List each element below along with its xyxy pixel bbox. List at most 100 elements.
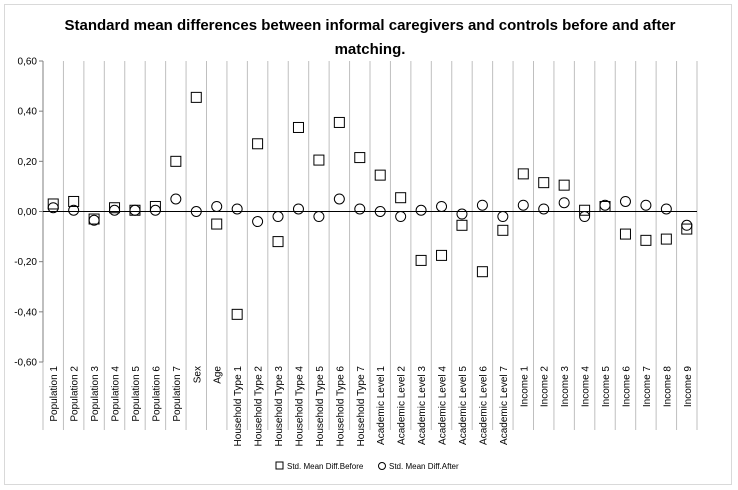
- point-before: [374, 169, 386, 181]
- point-after: [436, 200, 448, 212]
- x-tick-label: Population 1: [49, 366, 60, 422]
- chart-title: Standard mean differences between inform…: [64, 17, 676, 58]
- point-before: [619, 228, 631, 240]
- legend-marker-before: [275, 461, 284, 470]
- x-tick-label: Income 4: [581, 366, 592, 408]
- point-before: [272, 236, 284, 248]
- point-after: [374, 206, 386, 217]
- x-tick-label: Population 3: [90, 366, 101, 422]
- point-after: [640, 199, 652, 211]
- point-after: [231, 203, 243, 215]
- series-after: [47, 193, 693, 231]
- point-before: [476, 266, 488, 278]
- x-tick-label: Income 7: [642, 366, 653, 408]
- point-before: [395, 192, 407, 204]
- point-before: [415, 254, 427, 266]
- x-tick-label: Income 9: [683, 366, 694, 408]
- point-after: [313, 211, 325, 223]
- y-tick-label: -0,40: [14, 307, 37, 318]
- axes: [39, 60, 697, 363]
- x-tick-label: Population 4: [111, 366, 122, 422]
- legend-marker-after: [378, 462, 386, 470]
- y-tick-label: 0,00: [18, 207, 38, 218]
- x-tick-label: Income 2: [540, 366, 551, 408]
- point-after: [599, 199, 611, 211]
- point-before: [333, 116, 345, 128]
- point-before: [660, 233, 672, 245]
- point-after: [109, 204, 121, 216]
- x-tick-label: Household Type 1: [233, 366, 244, 447]
- x-tick-label: Household Type 6: [335, 366, 346, 447]
- point-before: [292, 121, 304, 133]
- point-after: [497, 211, 509, 223]
- point-after: [47, 202, 59, 214]
- point-before: [170, 155, 182, 167]
- x-tick-label: Academic Level 5: [458, 366, 469, 445]
- x-tick-label: Household Type 4: [294, 366, 305, 447]
- point-after: [660, 203, 672, 215]
- point-before: [252, 138, 264, 150]
- point-before: [354, 152, 366, 164]
- point-after: [538, 203, 550, 215]
- y-tick-label: 0,20: [18, 157, 38, 168]
- point-before: [313, 154, 325, 166]
- point-before: [436, 249, 448, 261]
- point-after: [272, 211, 284, 223]
- point-after: [149, 204, 161, 216]
- point-after: [211, 200, 223, 212]
- x-tick-label: Academic Level 3: [417, 366, 428, 445]
- x-tick-label: Income 8: [662, 366, 673, 408]
- chart-frame: [4, 4, 732, 485]
- y-tick-labels: 0,60 0,40 0,20 0,00 -0,20 -0,40 -0,60: [14, 57, 37, 369]
- x-tick-label: Academic Level 4: [438, 366, 449, 445]
- x-tick-label: Academic Level 6: [478, 366, 489, 445]
- legend-label-after: Std. Mean Diff.After: [389, 462, 459, 471]
- point-before: [47, 198, 59, 210]
- point-after: [517, 199, 529, 211]
- x-tick-label: Age: [213, 366, 224, 384]
- x-tick-labels: Population 1 Population 2 Population 3 Popu…: [49, 366, 694, 447]
- category-gridlines: [42, 61, 698, 430]
- point-before: [681, 223, 693, 235]
- point-before: [579, 204, 591, 216]
- series-before: [47, 91, 693, 320]
- x-tick-label: Income 6: [621, 366, 632, 408]
- x-tick-label: Household Type 3: [274, 366, 285, 447]
- point-before: [211, 218, 223, 230]
- point-after: [579, 211, 591, 223]
- point-after: [558, 197, 570, 209]
- point-before: [109, 202, 121, 214]
- point-before: [149, 200, 161, 212]
- x-tick-label: Household Type 7: [356, 366, 367, 447]
- y-tick-label: 0,60: [18, 57, 38, 68]
- point-after: [252, 216, 264, 228]
- point-before: [640, 234, 652, 246]
- point-after: [190, 206, 202, 217]
- x-tick-label: Population 5: [131, 366, 142, 422]
- x-tick-label: Income 1: [519, 366, 530, 408]
- legend: Std. Mean Diff.Before Std. Mean Diff.Afte…: [275, 461, 459, 471]
- point-after: [170, 193, 182, 205]
- point-after: [292, 203, 304, 215]
- point-before: [68, 195, 80, 207]
- x-tick-label: Household Type 5: [315, 366, 326, 447]
- point-before: [231, 308, 243, 320]
- x-tick-label: Sex: [192, 366, 203, 383]
- point-before: [538, 177, 550, 189]
- x-tick-label: Income 3: [560, 366, 571, 408]
- x-tick-label: Academic Level 1: [376, 366, 387, 445]
- point-before: [517, 168, 529, 180]
- point-after: [129, 204, 141, 216]
- point-after: [476, 199, 488, 211]
- x-tick-label: Population 6: [151, 366, 162, 422]
- point-before: [558, 179, 570, 191]
- point-after: [68, 204, 80, 216]
- y-tick-label: -0,20: [14, 257, 37, 268]
- point-before: [497, 224, 509, 236]
- legend-label-before: Std. Mean Diff.Before: [287, 462, 364, 471]
- point-after: [333, 193, 345, 205]
- y-tick-label: 0,40: [18, 107, 38, 118]
- point-after: [354, 203, 366, 215]
- point-after: [88, 214, 100, 226]
